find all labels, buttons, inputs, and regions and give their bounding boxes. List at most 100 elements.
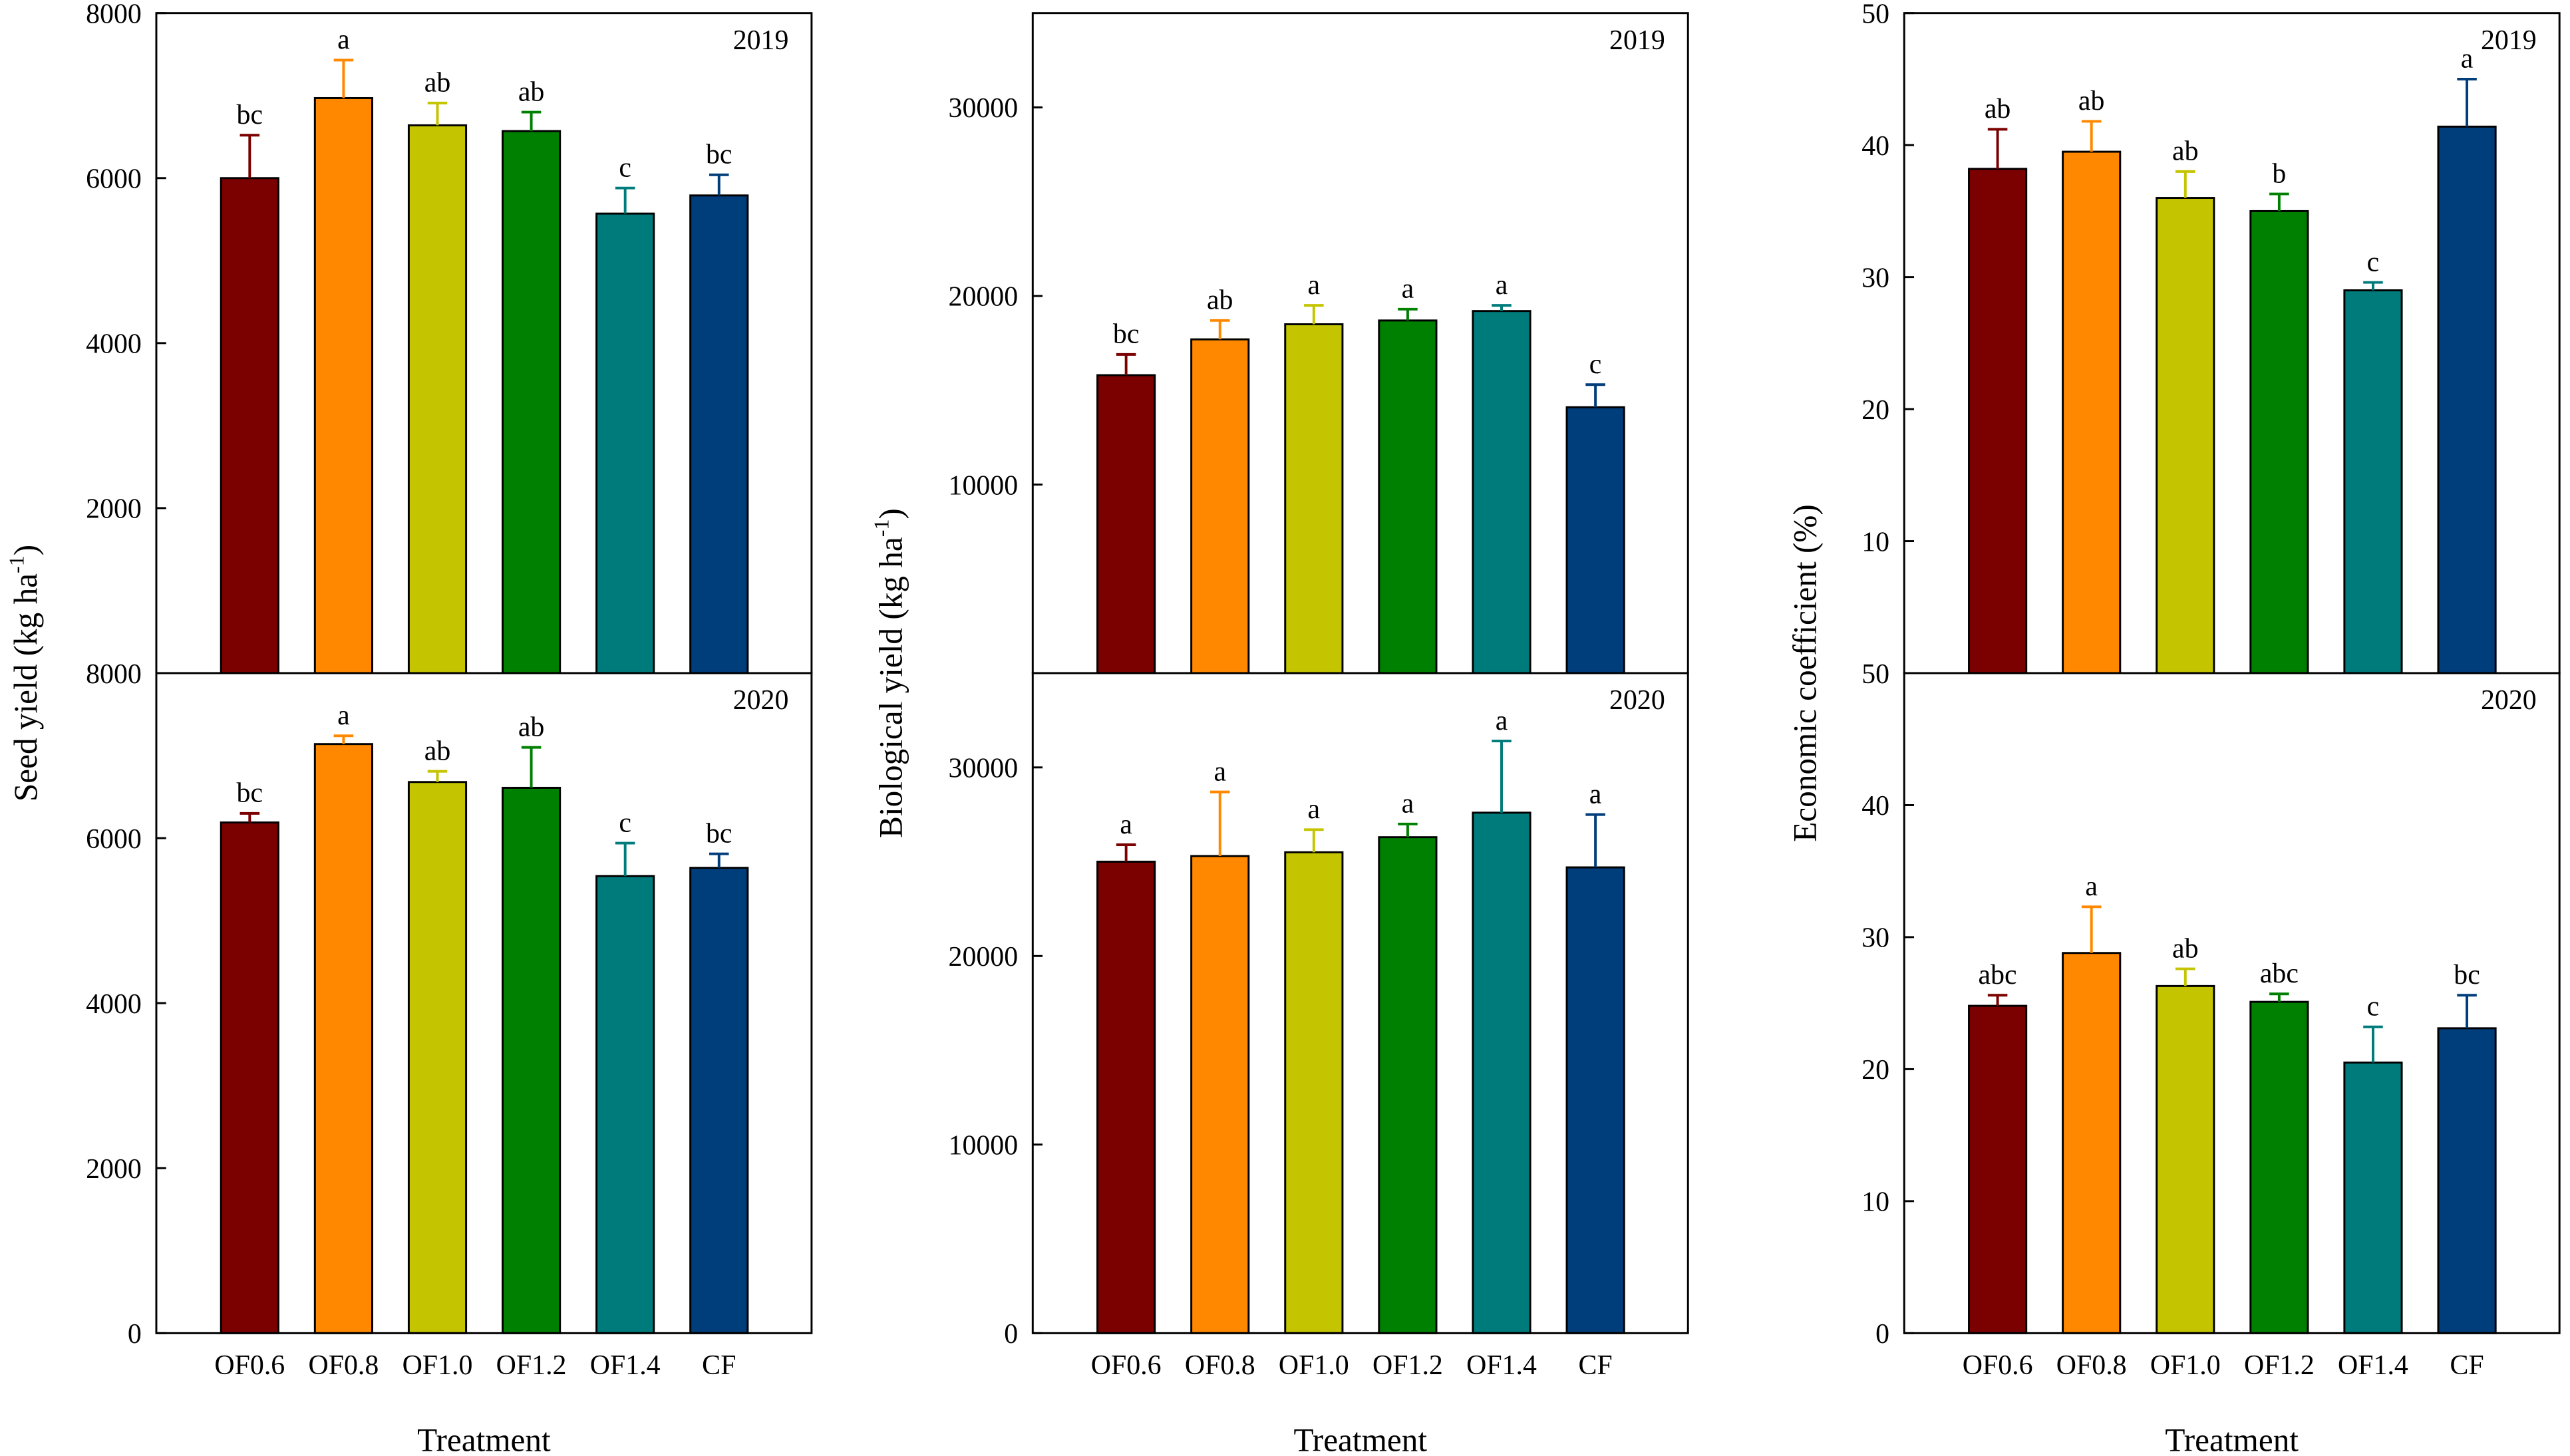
significance-letter-econ-2020-OF1.2: abc xyxy=(2260,958,2299,989)
significance-letter-seed-2020-OF1.2: ab xyxy=(518,712,545,742)
bar-econ-2020-OF1.2 xyxy=(2249,1000,2309,1334)
significance-letter-bio-2019-OF1.4: a xyxy=(1496,270,1508,301)
significance-letter-bio-2020-OF1.0: a xyxy=(1308,794,1321,825)
bar-bio-2019-OF0.6 xyxy=(1096,374,1156,674)
y-tick-label-seed-2020: 0 xyxy=(128,1319,142,1350)
significance-letter-bio-2019-OF0.6: bc xyxy=(1113,319,1140,350)
significance-letter-econ-2020-OF0.8: a xyxy=(2085,871,2098,902)
y-axis-title-1: Biological yield (kg ha-1) xyxy=(870,508,909,838)
significance-letter-seed-2020-OF0.6: bc xyxy=(237,778,263,809)
panel-year-econ-2019: 2019 xyxy=(2481,25,2537,56)
x-tick-label-OF0.8: OF0.8 xyxy=(2056,1350,2127,1381)
y-tick-label-bio-2020: 30000 xyxy=(949,754,1019,784)
x-tick-label-OF1.4: OF1.4 xyxy=(590,1350,661,1381)
y-tick-label-econ-2020: 20 xyxy=(1861,1055,1889,1086)
bars-layer xyxy=(220,59,2497,1334)
bar-bio-2020-CF xyxy=(1565,866,1625,1334)
bar-seed-2019-OF0.8 xyxy=(313,96,373,674)
x-tick-label-OF1.0: OF1.0 xyxy=(402,1350,473,1381)
y-tick-label-bio-2020: 10000 xyxy=(949,1131,1019,1161)
significance-letter-econ-2019-OF0.6: ab xyxy=(1985,94,2010,124)
y-tick-label-econ-2019: 20 xyxy=(1861,395,1889,426)
y-tick-label-econ-2020: 40 xyxy=(1861,791,1889,821)
bar-econ-2019-OF1.0 xyxy=(2156,197,2215,674)
bar-econ-2019-OF0.8 xyxy=(2062,150,2122,674)
significance-letter-seed-2020-OF1.4: c xyxy=(619,807,631,838)
significance-letter-econ-2020-CF: bc xyxy=(2454,960,2480,990)
bar-seed-2020-CF xyxy=(689,867,749,1334)
x-tick-label-OF0.8: OF0.8 xyxy=(1185,1350,1255,1381)
bar-econ-2019-OF1.2 xyxy=(2249,210,2309,674)
bar-bio-2019-OF1.0 xyxy=(1284,323,1344,674)
panel-year-seed-2019: 2019 xyxy=(733,25,789,56)
bar-bio-2019-OF1.4 xyxy=(1472,310,1531,674)
y-tick-label-seed-2019: 4000 xyxy=(86,329,142,360)
significance-letter-econ-2019-OF1.0: ab xyxy=(2172,136,2198,167)
y-tick-label-econ-2020: 10 xyxy=(1861,1187,1889,1218)
y-tick-label-seed-2019: 2000 xyxy=(86,494,142,525)
significance-letter-econ-2019-CF: a xyxy=(2461,44,2474,74)
bar-bio-2020-OF1.2 xyxy=(1378,836,1438,1334)
y-tick-label-bio-2019: 10000 xyxy=(949,470,1019,501)
y-axis-title-2: Economic coefficient (%) xyxy=(1786,504,1823,842)
x-tick-label-OF1.2: OF1.2 xyxy=(2244,1350,2315,1381)
significance-letter-econ-2020-OF0.6: abc xyxy=(1979,960,2017,990)
bar-bio-2020-OF1.4 xyxy=(1472,811,1531,1334)
y-tick-label-seed-2019: 6000 xyxy=(86,164,142,195)
significance-letter-bio-2019-CF: c xyxy=(1589,349,1602,380)
y-tick-label-econ-2020: 0 xyxy=(1875,1319,1889,1350)
bar-seed-2019-OF1.2 xyxy=(502,130,562,674)
y-tick-label-seed-2020: 2000 xyxy=(86,1154,142,1185)
bar-bio-2019-OF1.2 xyxy=(1378,319,1438,674)
x-axis-title: Treatment xyxy=(2165,1422,2299,1456)
bar-econ-2019-CF xyxy=(2437,125,2497,674)
y-tick-label-econ-2019: 40 xyxy=(1861,131,1889,162)
axes-layer xyxy=(155,12,2561,1334)
bar-seed-2020-OF0.8 xyxy=(313,743,373,1334)
bar-bio-2019-CF xyxy=(1565,406,1625,674)
x-tick-label-OF0.8: OF0.8 xyxy=(309,1350,379,1381)
y-tick-label-seed-2020: 8000 xyxy=(86,659,142,690)
significance-letter-bio-2019-OF1.2: a xyxy=(1402,274,1414,305)
panel-year-econ-2020: 2020 xyxy=(2481,685,2537,716)
x-tick-label-OF0.6: OF0.6 xyxy=(1963,1350,2033,1381)
significance-letter-seed-2019-OF1.4: c xyxy=(619,152,631,183)
y-tick-label-bio-2019: 20000 xyxy=(949,282,1019,313)
significance-letter-econ-2020-OF1.0: ab xyxy=(2172,933,2198,964)
x-tick-label-OF1.0: OF1.0 xyxy=(2150,1350,2221,1381)
x-tick-label-OF1.4: OF1.4 xyxy=(1466,1350,1537,1381)
bar-econ-2019-OF0.6 xyxy=(1968,168,2028,674)
panel-year-bio-2020: 2020 xyxy=(1609,685,1665,716)
bar-econ-2020-OF1.0 xyxy=(2156,984,2215,1334)
significance-letter-seed-2020-CF: bc xyxy=(706,818,732,849)
bar-bio-2020-OF0.6 xyxy=(1096,861,1156,1334)
significance-letter-econ-2019-OF1.2: b xyxy=(2272,158,2286,189)
bar-bio-2019-OF0.8 xyxy=(1190,338,1250,674)
y-tick-label-econ-2019: 30 xyxy=(1861,263,1889,293)
y-tick-label-seed-2019: 8000 xyxy=(86,0,142,29)
significance-letter-seed-2019-OF0.8: a xyxy=(337,25,350,55)
y-axis-title-0: Seed yield (kg ha-1) xyxy=(5,545,45,801)
bar-econ-2020-OF1.4 xyxy=(2343,1062,2403,1334)
bar-bio-2020-OF0.8 xyxy=(1190,855,1250,1334)
bar-seed-2020-OF1.2 xyxy=(502,786,562,1334)
bar-seed-2019-OF1.4 xyxy=(595,212,655,674)
x-tick-label-OF1.4: OF1.4 xyxy=(2338,1350,2408,1381)
y-tick-label-bio-2020: 0 xyxy=(1004,1319,1018,1350)
bar-seed-2020-OF0.6 xyxy=(220,821,279,1334)
significance-letter-econ-2019-OF1.4: c xyxy=(2367,247,2380,277)
x-axis-title: Treatment xyxy=(417,1422,551,1456)
bar-bio-2020-OF1.0 xyxy=(1284,851,1344,1334)
y-tick-label-econ-2020: 30 xyxy=(1861,923,1889,954)
significance-letter-bio-2020-CF: a xyxy=(1589,779,1602,809)
plot-frame-econ-2020 xyxy=(1903,672,2561,1334)
significance-letter-seed-2020-OF0.8: a xyxy=(337,700,350,731)
x-tick-label-CF: CF xyxy=(702,1350,736,1381)
y-tick-label-econ-2019: 50 xyxy=(1861,0,1889,29)
x-axis-title: Treatment xyxy=(1293,1422,1427,1456)
bar-econ-2020-OF0.8 xyxy=(2062,952,2122,1334)
plot-frame-bio-2020 xyxy=(1031,672,1689,1334)
x-tick-label-OF0.6: OF0.6 xyxy=(1091,1350,1162,1381)
